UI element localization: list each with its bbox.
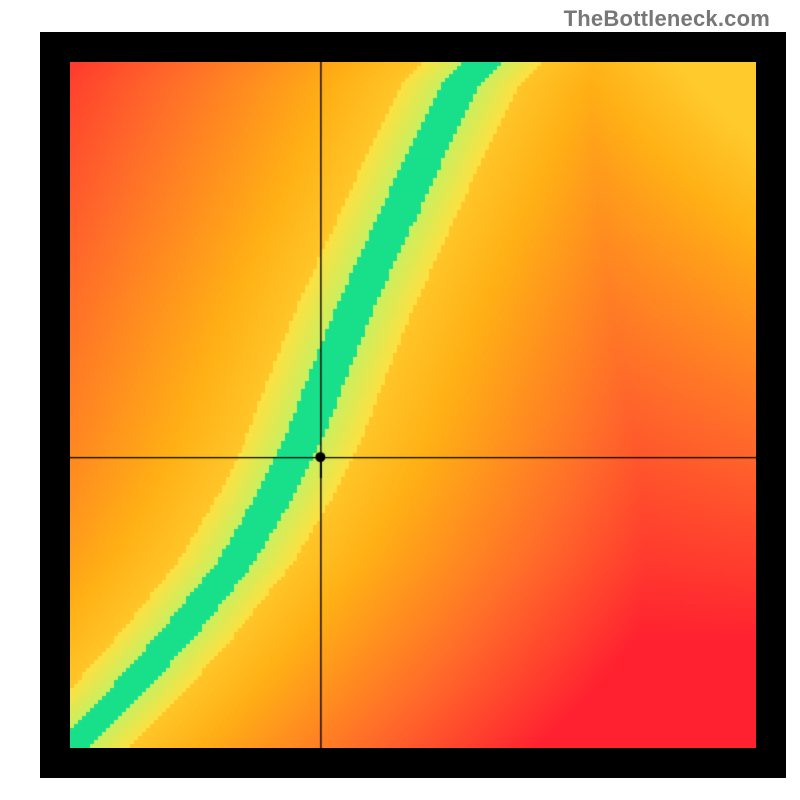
crosshair-overlay xyxy=(70,62,756,748)
watermark-text: TheBottleneck.com xyxy=(564,6,770,32)
chart-wrapper: TheBottleneck.com xyxy=(0,0,800,800)
